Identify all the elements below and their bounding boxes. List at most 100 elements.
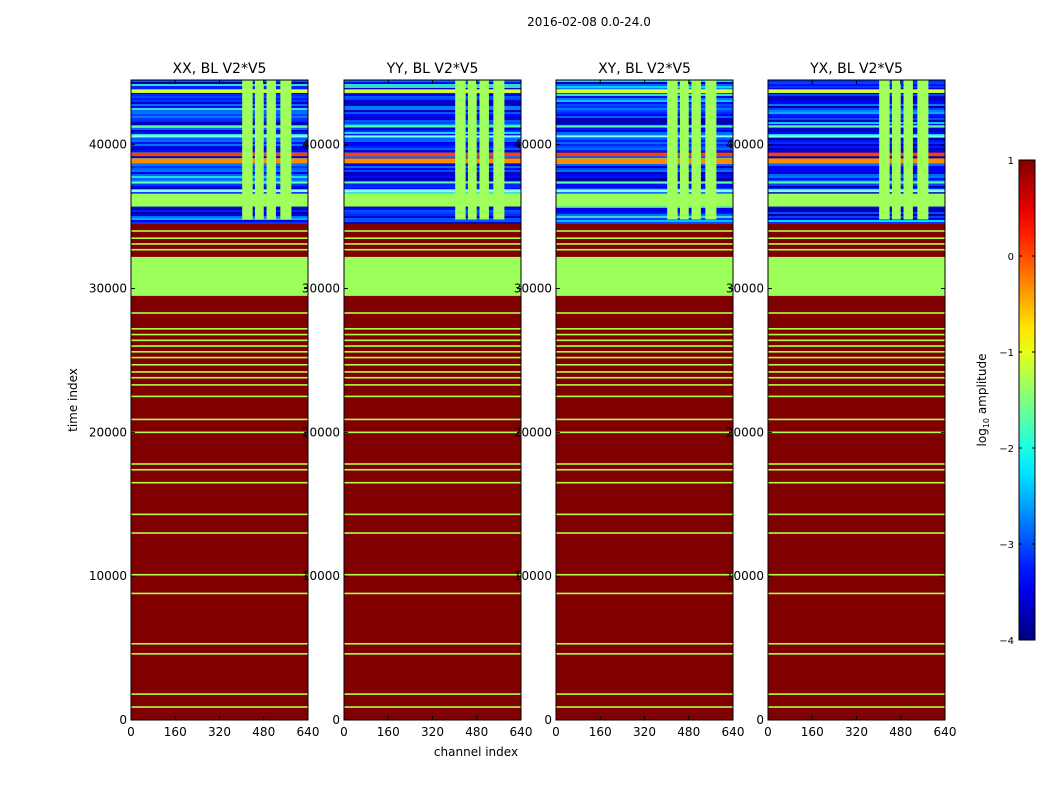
noise-row — [556, 140, 733, 142]
noise-row — [344, 148, 521, 150]
noise-row — [131, 116, 308, 118]
bottom-stripe-17 — [556, 363, 733, 366]
noise-row — [131, 102, 308, 104]
noise-row — [768, 88, 945, 90]
green-block — [556, 256, 733, 296]
y-tick-label: 20000 — [726, 425, 764, 439]
bottom-stripe-13 — [556, 395, 733, 398]
top-band-6 — [344, 135, 521, 138]
x-tick-label: 640 — [510, 725, 533, 739]
noise-row — [344, 120, 521, 122]
noise-row — [556, 118, 733, 120]
bottom-stripe-23 — [131, 328, 308, 330]
x-tick-label: 480 — [889, 725, 912, 739]
noise-row — [768, 184, 945, 186]
y-tick-label: 40000 — [514, 138, 552, 152]
noise-row — [556, 164, 733, 166]
x-tick-label: 640 — [297, 725, 320, 739]
noise-row — [768, 98, 945, 100]
noise-row — [131, 150, 308, 152]
y-tick-label: 10000 — [89, 569, 127, 583]
colorbar-tick-label: −2 — [999, 444, 1014, 455]
middle-stripe-2 — [344, 237, 521, 240]
noise-row — [131, 156, 308, 158]
noise-row — [768, 116, 945, 118]
top-band-2 — [556, 152, 733, 157]
noise-row — [344, 132, 521, 134]
bottom-stripe-0 — [344, 706, 521, 708]
noise-row — [131, 112, 308, 114]
noise-row — [131, 206, 308, 208]
noise-row — [131, 106, 308, 108]
bottom-stripe-7 — [344, 513, 521, 516]
colorbar-bar — [1018, 159, 1036, 641]
top-band-3 — [344, 89, 521, 93]
noise-row — [131, 164, 308, 166]
noise-row — [344, 214, 521, 216]
noise-row — [131, 98, 308, 100]
noise-row — [131, 138, 308, 140]
noise-row — [131, 140, 308, 142]
x-tick-label: 160 — [589, 725, 612, 739]
noise-row — [344, 146, 521, 148]
noise-row — [768, 134, 945, 136]
noise-row — [768, 130, 945, 132]
y-tick-label: 0 — [119, 713, 127, 727]
noise-row — [344, 186, 521, 188]
noise-row — [344, 104, 521, 106]
noise-row — [556, 92, 733, 94]
vertical-band-2 — [266, 80, 276, 220]
top-band-7 — [344, 125, 521, 128]
noise-row — [131, 210, 308, 212]
x-tick-label: 320 — [845, 725, 868, 739]
top-band-6 — [556, 135, 733, 138]
bottom-stripe-15 — [768, 376, 945, 379]
noise-row — [768, 96, 945, 98]
noise-row — [344, 168, 521, 170]
bottom-stripe-13 — [131, 395, 308, 398]
top-band-1 — [131, 158, 308, 164]
noise-row — [344, 134, 521, 136]
noise-row — [131, 166, 308, 168]
noise-row — [131, 214, 308, 216]
noise-row — [131, 174, 308, 176]
noise-row — [131, 134, 308, 136]
vertical-band-1 — [254, 80, 264, 220]
panel-3: YX, BL V2*V5 0 160 320 480 640 0 10000 20000 3000… — [726, 61, 957, 739]
noise-row — [768, 214, 945, 216]
middle-stripe-3 — [344, 230, 521, 232]
noise-row — [131, 186, 308, 188]
noise-row — [344, 114, 521, 116]
bottom-stripe-7 — [768, 513, 945, 516]
noise-row — [344, 122, 521, 124]
bottom-stripe-14 — [556, 384, 733, 386]
colorbar-tick-label: 1 — [1008, 156, 1014, 167]
bottom-stripe-6 — [344, 532, 521, 534]
middle-stripe-3 — [556, 230, 733, 232]
bottom-stripe-23 — [768, 328, 945, 330]
bottom-stripe-12 — [344, 418, 521, 421]
noise-row — [556, 96, 733, 98]
bottom-stripe-7 — [556, 513, 733, 516]
noise-row — [768, 172, 945, 174]
noise-row — [768, 210, 945, 212]
bottom-stripe-4 — [556, 592, 733, 595]
bottom-stripe-23 — [556, 328, 733, 330]
noise-row — [768, 102, 945, 104]
bottom-stripe-15 — [556, 376, 733, 379]
noise-row — [131, 222, 308, 224]
x-tick-label: 160 — [377, 725, 400, 739]
middle-region — [768, 223, 945, 257]
noise-row — [768, 132, 945, 134]
noise-row — [344, 96, 521, 98]
noise-row — [556, 104, 733, 106]
noise-row — [131, 110, 308, 112]
bottom-stripe-24 — [131, 312, 308, 314]
bottom-stripe-1 — [556, 693, 733, 695]
bottom-region — [556, 295, 733, 720]
noise-row — [768, 156, 945, 158]
bottom-stripe-16 — [344, 371, 521, 373]
noise-row — [131, 208, 308, 210]
bottom-region — [131, 295, 308, 720]
noise-row — [131, 184, 308, 186]
